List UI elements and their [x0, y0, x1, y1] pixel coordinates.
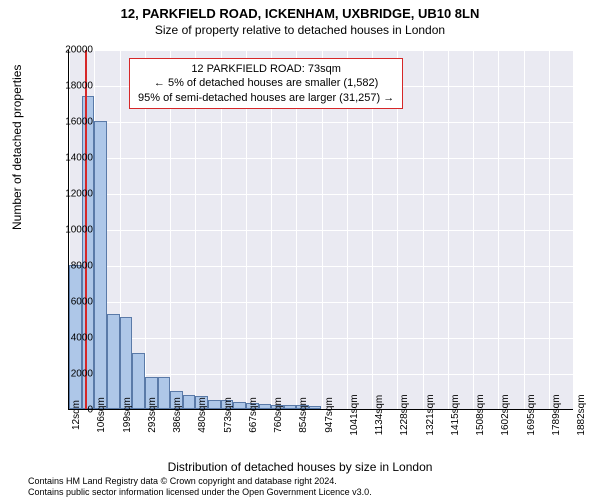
gridline-v	[423, 50, 424, 409]
ytick-label: 14000	[53, 153, 93, 164]
attribution-text: Contains HM Land Registry data © Crown c…	[28, 476, 372, 497]
gridline-v	[549, 50, 550, 409]
gridline-v	[473, 50, 474, 409]
title-sub: Size of property relative to detached ho…	[0, 21, 600, 37]
gridline-v	[524, 50, 525, 409]
ytick-label: 10000	[53, 225, 93, 236]
chart-plot-area: 12 PARKFIELD ROAD: 73sqm← 5% of detached…	[68, 50, 573, 410]
ytick-label: 6000	[53, 297, 93, 308]
gridline-v	[448, 50, 449, 409]
histogram-bar	[82, 96, 95, 409]
histogram-bar	[107, 314, 120, 409]
ytick-label: 2000	[53, 369, 93, 380]
histogram-bar	[120, 317, 133, 409]
gridline-v	[498, 50, 499, 409]
ytick-label: 18000	[53, 81, 93, 92]
ytick-label: 12000	[53, 189, 93, 200]
y-axis-label: Number of detached properties	[10, 65, 24, 230]
attribution-line2: Contains public sector information licen…	[28, 487, 372, 497]
ytick-label: 4000	[53, 333, 93, 344]
x-axis-label: Distribution of detached houses by size …	[0, 460, 600, 474]
annotation-box: 12 PARKFIELD ROAD: 73sqm← 5% of detached…	[129, 58, 403, 109]
ytick-label: 20000	[53, 45, 93, 56]
ytick-label: 8000	[53, 261, 93, 272]
annotation-line1: 12 PARKFIELD ROAD: 73sqm	[138, 62, 394, 76]
annotation-line2: ← 5% of detached houses are smaller (1,5…	[138, 76, 394, 90]
title-main: 12, PARKFIELD ROAD, ICKENHAM, UXBRIDGE, …	[0, 0, 600, 21]
attribution-line1: Contains HM Land Registry data © Crown c…	[28, 476, 372, 486]
annotation-line3: 95% of semi-detached houses are larger (…	[138, 91, 394, 105]
histogram-bar	[94, 121, 107, 409]
xtick-label: 1882sqm	[576, 394, 600, 435]
ytick-label: 16000	[53, 117, 93, 128]
gridline-v	[574, 50, 575, 409]
